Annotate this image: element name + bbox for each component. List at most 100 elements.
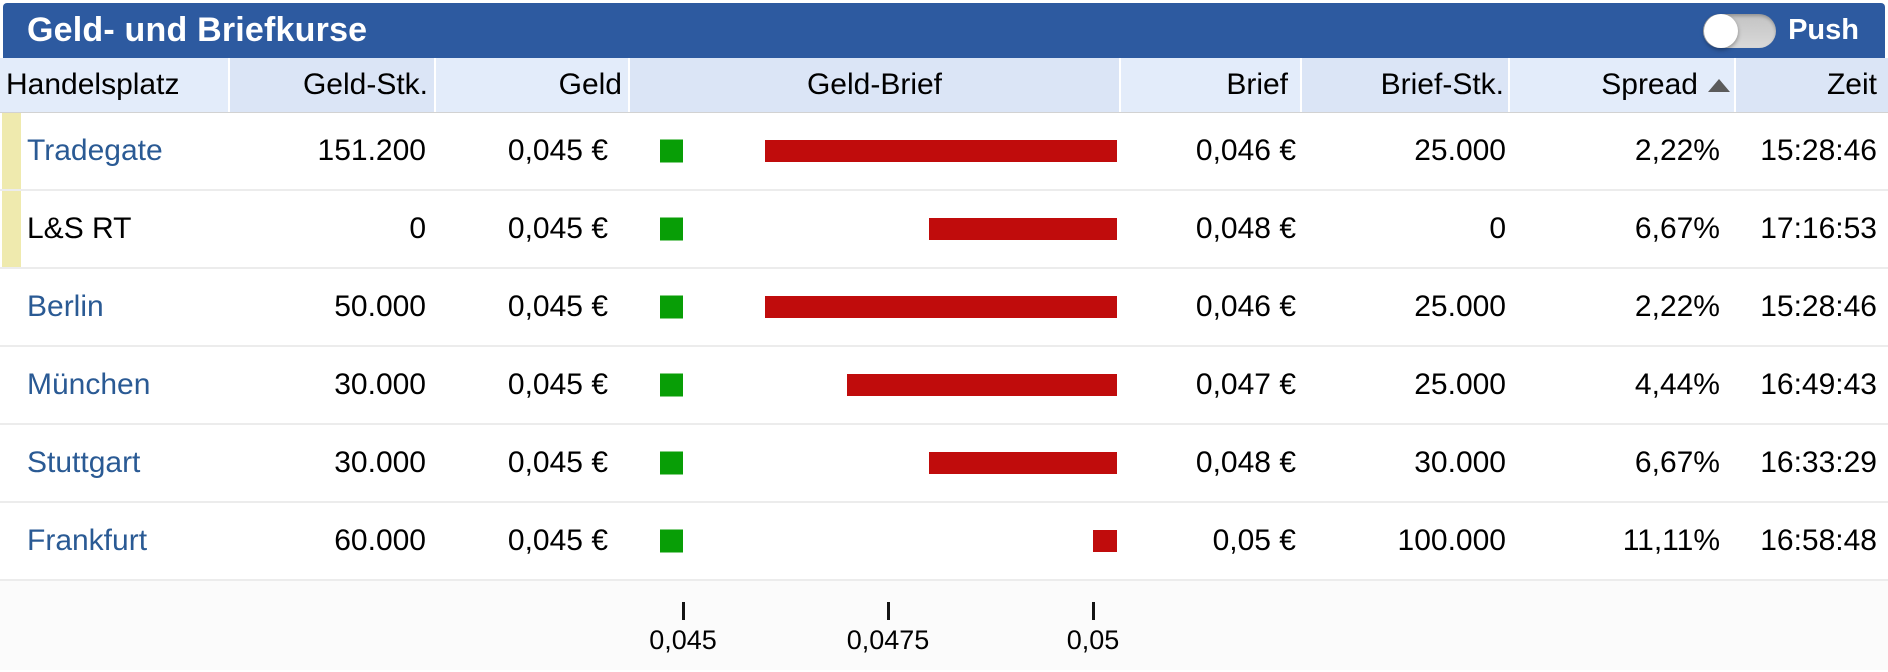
push-label: Push [1788, 14, 1859, 46]
axis-tick-mark [886, 602, 890, 620]
axis-tick-mark [1091, 602, 1095, 620]
column-header-label: Brief [1226, 68, 1288, 101]
column-header-label: Spread [1601, 68, 1698, 101]
cell-brief: 0,048 € [1195, 446, 1296, 479]
cell-geld: 0,045 € [507, 134, 608, 167]
column-header-label: Geld-Brief [806, 68, 943, 101]
cell-handelsplatz: München [0, 347, 230, 423]
cell-spread: 6,67% [1634, 212, 1720, 245]
axis-tick-mark [681, 602, 685, 620]
cell-zeit: 15:28:46 [1760, 290, 1877, 323]
cell-brief: 0,046 € [1195, 134, 1296, 167]
cell-brief-stk: 0 [1489, 212, 1506, 245]
venue-link: L&S RT [27, 212, 132, 245]
cell-brief: 0,05 € [1212, 524, 1296, 557]
axis-tick: 0,045 [613, 602, 753, 656]
push-control: Push [1703, 13, 1859, 48]
cell-spread: 11,11% [1622, 524, 1720, 557]
cell-spread: 2,22% [1634, 290, 1720, 323]
brief-spread-bar [929, 452, 1117, 474]
cell-geld-stk: 30.000 [334, 446, 426, 479]
geld-marker-icon [660, 217, 683, 241]
cell-geld: 0,045 € [507, 446, 608, 479]
column-header-brief_stk[interactable]: Brief-Stk. [1302, 58, 1510, 112]
venue-link[interactable]: Berlin [27, 290, 104, 323]
cell-brief-stk: 25.000 [1414, 368, 1506, 401]
cell-spread: 2,22% [1634, 134, 1720, 167]
title-bar: Geld- und Briefkurse Push [3, 3, 1885, 58]
quote-board: Geld- und Briefkurse Push Handelsplatz Ge… [0, 3, 1888, 672]
cell-brief-stk: 30.000 [1414, 446, 1506, 479]
cell-brief: 0,046 € [1195, 290, 1296, 323]
cell-handelsplatz: Tradegate [0, 113, 230, 189]
cell-geld-stk: 0 [409, 212, 426, 245]
row-highlight-stripe [2, 113, 21, 189]
venue-link[interactable]: Tradegate [27, 134, 163, 167]
table-header: Handelsplatz Geld-Stk. Geld Geld-Brief Brief… [0, 58, 1888, 113]
venue-link[interactable]: Stuttgart [27, 446, 141, 479]
table-row: Tradegate 151.200 0,045 € 0,046 € 25.000… [0, 113, 1888, 191]
geld-marker-icon [660, 295, 683, 319]
axis-tick-label: 0,05 [1066, 625, 1120, 655]
column-header-geld[interactable]: Geld [436, 58, 630, 112]
cell-zeit: 17:16:53 [1760, 212, 1877, 245]
axis-tick-label: 0,045 [649, 625, 717, 655]
cell-geld-stk: 30.000 [334, 368, 426, 401]
column-header-label: Handelsplatz [6, 68, 180, 101]
cell-geld-brief-chart [630, 503, 1121, 579]
column-header-label: Geld [558, 68, 622, 101]
cell-geld-brief-chart [630, 425, 1121, 501]
cell-geld: 0,045 € [507, 212, 608, 245]
brief-spread-bar [765, 140, 1117, 162]
cell-spread: 6,67% [1634, 446, 1720, 479]
brief-spread-bar [1093, 530, 1117, 552]
cell-spread: 4,44% [1634, 368, 1720, 401]
column-header-label: Geld-Stk. [302, 68, 428, 101]
geld-marker-icon [660, 139, 683, 163]
cell-brief-stk: 25.000 [1414, 290, 1506, 323]
cell-geld-brief-chart [630, 191, 1121, 267]
cell-brief: 0,047 € [1195, 368, 1296, 401]
axis-tick: 0,0475 [818, 602, 958, 656]
row-highlight-stripe [2, 191, 21, 267]
cell-geld: 0,045 € [507, 290, 608, 323]
cell-geld-stk: 60.000 [334, 524, 426, 557]
column-header-geld_brief[interactable]: Geld-Brief [630, 58, 1121, 112]
cell-geld-brief-chart [630, 347, 1121, 423]
table-body: Tradegate 151.200 0,045 € 0,046 € 25.000… [0, 113, 1888, 581]
push-toggle-knob [1704, 13, 1739, 48]
cell-brief: 0,048 € [1195, 212, 1296, 245]
page-title: Geld- und Briefkurse [27, 11, 368, 49]
column-header-spread[interactable]: Spread [1510, 58, 1736, 112]
brief-spread-bar [929, 218, 1117, 240]
geld-marker-icon [660, 451, 683, 475]
venue-link[interactable]: Frankfurt [27, 524, 148, 557]
cell-zeit: 16:58:48 [1760, 524, 1877, 557]
cell-geld-stk: 50.000 [334, 290, 426, 323]
cell-handelsplatz: L&S RT [0, 191, 230, 267]
push-toggle[interactable] [1703, 13, 1777, 48]
sort-asc-icon [1708, 78, 1730, 92]
cell-zeit: 16:33:29 [1760, 446, 1877, 479]
cell-geld-brief-chart [630, 113, 1121, 189]
cell-brief-stk: 100.000 [1397, 524, 1506, 557]
cell-geld-stk: 151.200 [317, 134, 426, 167]
cell-handelsplatz: Frankfurt [0, 503, 230, 579]
cell-brief-stk: 25.000 [1414, 134, 1506, 167]
venue-link[interactable]: München [27, 368, 151, 401]
column-header-geld_stk[interactable]: Geld-Stk. [230, 58, 436, 112]
axis-tick-label: 0,0475 [846, 625, 930, 655]
column-header-label: Zeit [1826, 68, 1877, 101]
table-row: München 30.000 0,045 € 0,047 € 25.000 4,… [0, 347, 1888, 425]
cell-geld: 0,045 € [507, 524, 608, 557]
table-row: Berlin 50.000 0,045 € 0,046 € 25.000 2,2… [0, 269, 1888, 347]
cell-handelsplatz: Stuttgart [0, 425, 230, 501]
column-header-zeit[interactable]: Zeit [1736, 58, 1888, 112]
column-header-handelsplatz[interactable]: Handelsplatz [0, 58, 230, 112]
table-row: Stuttgart 30.000 0,045 € 0,048 € 30.000 … [0, 425, 1888, 503]
column-header-brief[interactable]: Brief [1121, 58, 1302, 112]
table-row: Frankfurt 60.000 0,045 € 0,05 € 100.000 … [0, 503, 1888, 581]
cell-zeit: 15:28:46 [1760, 134, 1877, 167]
geld-marker-icon [660, 373, 683, 397]
cell-zeit: 16:49:43 [1760, 368, 1877, 401]
